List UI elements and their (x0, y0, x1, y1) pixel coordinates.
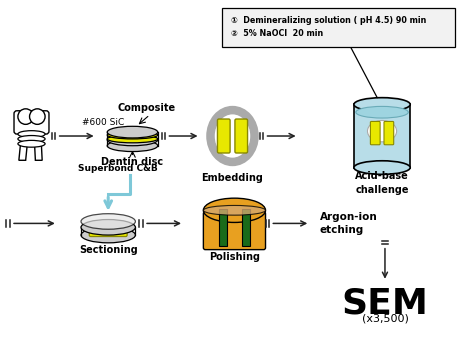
Ellipse shape (107, 134, 158, 146)
FancyBboxPatch shape (384, 121, 394, 145)
Ellipse shape (107, 140, 158, 152)
FancyBboxPatch shape (235, 119, 247, 153)
Ellipse shape (18, 140, 45, 147)
Ellipse shape (18, 136, 45, 142)
Polygon shape (242, 209, 250, 246)
Ellipse shape (203, 205, 265, 215)
Ellipse shape (81, 220, 136, 235)
FancyBboxPatch shape (89, 222, 127, 237)
Text: ①  Demineralizing solution ( pH 4.5) 90 min: ① Demineralizing solution ( pH 4.5) 90 m… (230, 16, 426, 24)
Ellipse shape (107, 131, 158, 139)
Ellipse shape (203, 198, 265, 222)
Ellipse shape (207, 107, 258, 165)
Ellipse shape (81, 227, 136, 243)
FancyBboxPatch shape (354, 104, 410, 168)
Text: Composite: Composite (117, 103, 175, 113)
Text: Superbond C&B: Superbond C&B (78, 164, 158, 173)
FancyBboxPatch shape (218, 119, 230, 153)
Ellipse shape (29, 109, 45, 124)
Ellipse shape (367, 120, 397, 142)
Polygon shape (35, 141, 42, 160)
Ellipse shape (18, 109, 34, 124)
Text: Argon-ion
etching: Argon-ion etching (320, 212, 378, 235)
FancyBboxPatch shape (222, 8, 455, 47)
Ellipse shape (107, 135, 158, 143)
FancyBboxPatch shape (370, 121, 380, 145)
Ellipse shape (354, 98, 410, 111)
Text: ②  5% NaOCl  20 min: ② 5% NaOCl 20 min (230, 29, 323, 38)
Ellipse shape (214, 114, 251, 158)
Text: #600 SiC: #600 SiC (82, 118, 125, 127)
Text: Sectioning: Sectioning (79, 245, 137, 255)
Ellipse shape (18, 131, 45, 137)
FancyBboxPatch shape (14, 111, 49, 134)
Text: Polishing: Polishing (209, 252, 260, 261)
Text: Acid-base
challenge: Acid-base challenge (355, 171, 409, 195)
Ellipse shape (354, 161, 410, 174)
Ellipse shape (107, 126, 158, 138)
Ellipse shape (81, 214, 136, 229)
Polygon shape (219, 209, 227, 246)
Text: Embedding: Embedding (201, 173, 264, 183)
Polygon shape (19, 141, 27, 160)
Text: SEM: SEM (342, 287, 428, 321)
Text: Dentin disc: Dentin disc (101, 157, 164, 167)
Text: (x3,500): (x3,500) (362, 314, 409, 324)
FancyBboxPatch shape (203, 212, 265, 250)
Ellipse shape (356, 106, 408, 118)
